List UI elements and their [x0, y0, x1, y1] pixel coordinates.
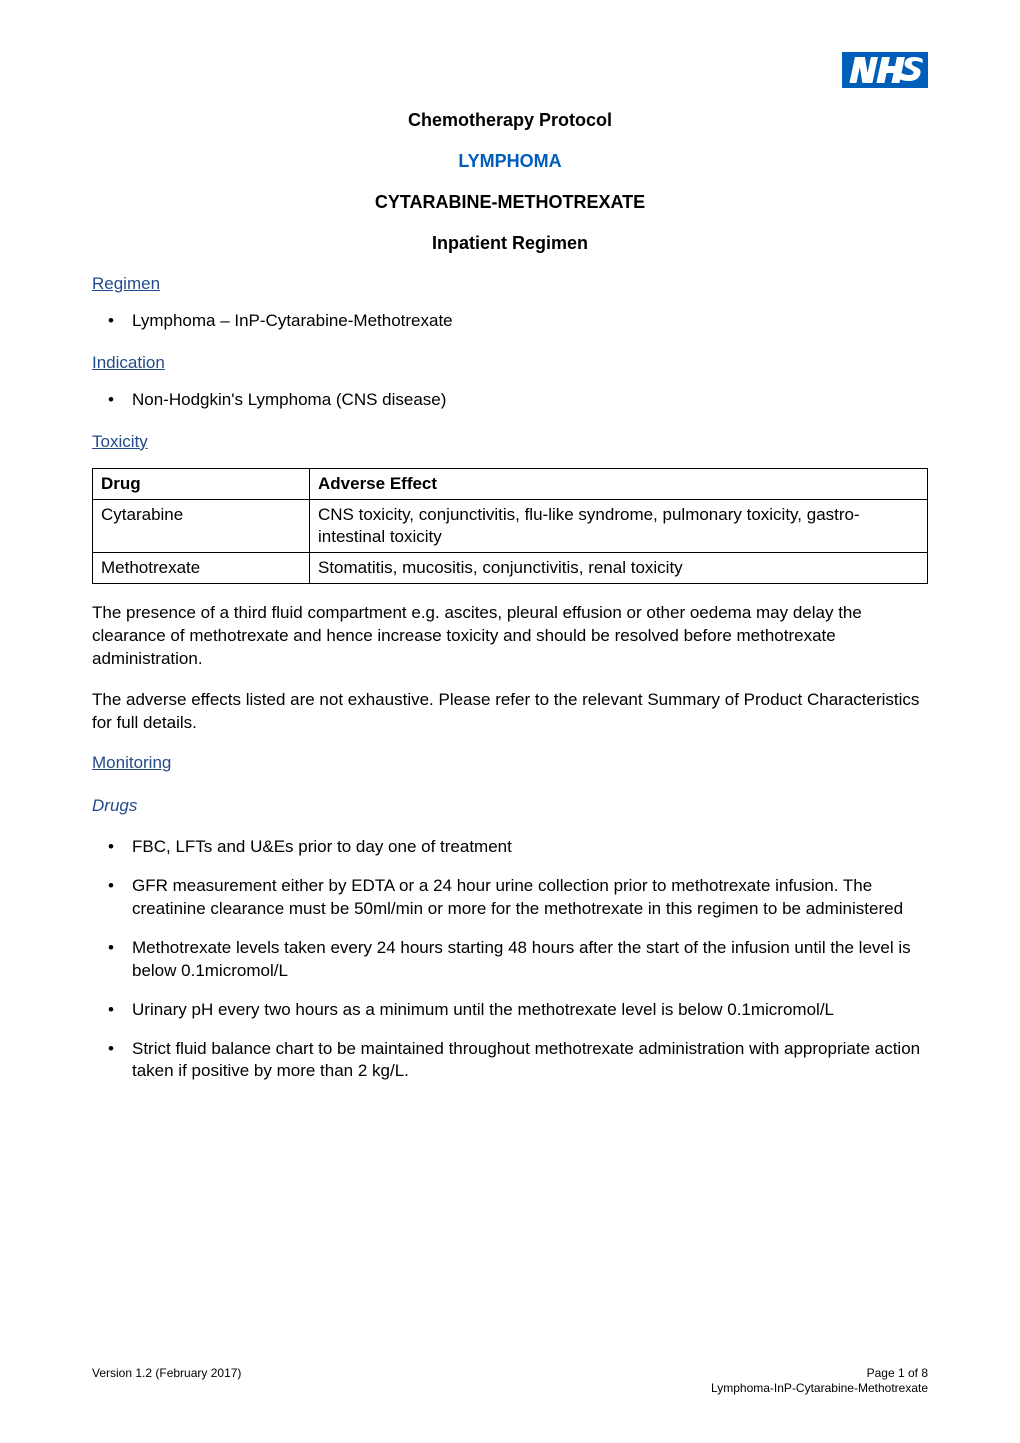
list-item: Methotrexate levels taken every 24 hours…	[132, 937, 928, 983]
list-item: Lymphoma – InP-Cytarabine-Methotrexate	[132, 310, 928, 333]
toxicity-paragraph: The adverse effects listed are not exhau…	[92, 689, 928, 735]
list-item: Strict fluid balance chart to be maintai…	[132, 1038, 928, 1084]
footer-page-number: Page 1 of 8	[867, 1366, 928, 1380]
table-row: Methotrexate Stomatitis, mucositis, conj…	[93, 553, 928, 584]
regimen-list: Lymphoma – InP-Cytarabine-Methotrexate	[92, 310, 928, 333]
indication-list: Non-Hodgkin's Lymphoma (CNS disease)	[92, 389, 928, 412]
toxicity-heading: Toxicity	[92, 432, 148, 452]
list-item: Non-Hodgkin's Lymphoma (CNS disease)	[132, 389, 928, 412]
footer-version: Version 1.2 (February 2017)	[92, 1366, 241, 1380]
indication-heading: Indication	[92, 353, 165, 373]
monitoring-drugs-subheading: Drugs	[92, 795, 928, 818]
regimen-heading: Regimen	[92, 274, 160, 294]
table-row: Cytarabine CNS toxicity, conjunctivitis,…	[93, 499, 928, 552]
footer-doc-id: Lymphoma-InP-Cytarabine-Methotrexate	[711, 1381, 928, 1395]
lymphoma-title: LYMPHOMA	[92, 151, 928, 172]
page: Chemotherapy Protocol LYMPHOMA CYTARABIN…	[0, 0, 1020, 1443]
table-cell-effect: Stomatitis, mucositis, conjunctivitis, r…	[310, 553, 928, 584]
table-header-effect: Adverse Effect	[310, 468, 928, 499]
page-footer: Version 1.2 (February 2017) Page 1 of 8 …	[92, 1366, 928, 1397]
nhs-logo	[842, 52, 928, 88]
list-item: Urinary pH every two hours as a minimum …	[132, 999, 928, 1022]
main-title: Chemotherapy Protocol	[92, 110, 928, 131]
toxicity-paragraph: The presence of a third fluid compartmen…	[92, 602, 928, 671]
table-cell-effect: CNS toxicity, conjunctivitis, flu-like s…	[310, 499, 928, 552]
list-item: FBC, LFTs and U&Es prior to day one of t…	[132, 836, 928, 859]
protocol-title: CYTARABINE-METHOTREXATE	[92, 192, 928, 213]
toxicity-table: Drug Adverse Effect Cytarabine CNS toxic…	[92, 468, 928, 584]
table-header-drug: Drug	[93, 468, 310, 499]
table-header-row: Drug Adverse Effect	[93, 468, 928, 499]
list-item: GFR measurement either by EDTA or a 24 h…	[132, 875, 928, 921]
regimen-type-title: Inpatient Regimen	[92, 233, 928, 254]
monitoring-heading: Monitoring	[92, 753, 171, 773]
table-cell-drug: Methotrexate	[93, 553, 310, 584]
monitoring-list: FBC, LFTs and U&Es prior to day one of t…	[92, 836, 928, 1084]
table-cell-drug: Cytarabine	[93, 499, 310, 552]
